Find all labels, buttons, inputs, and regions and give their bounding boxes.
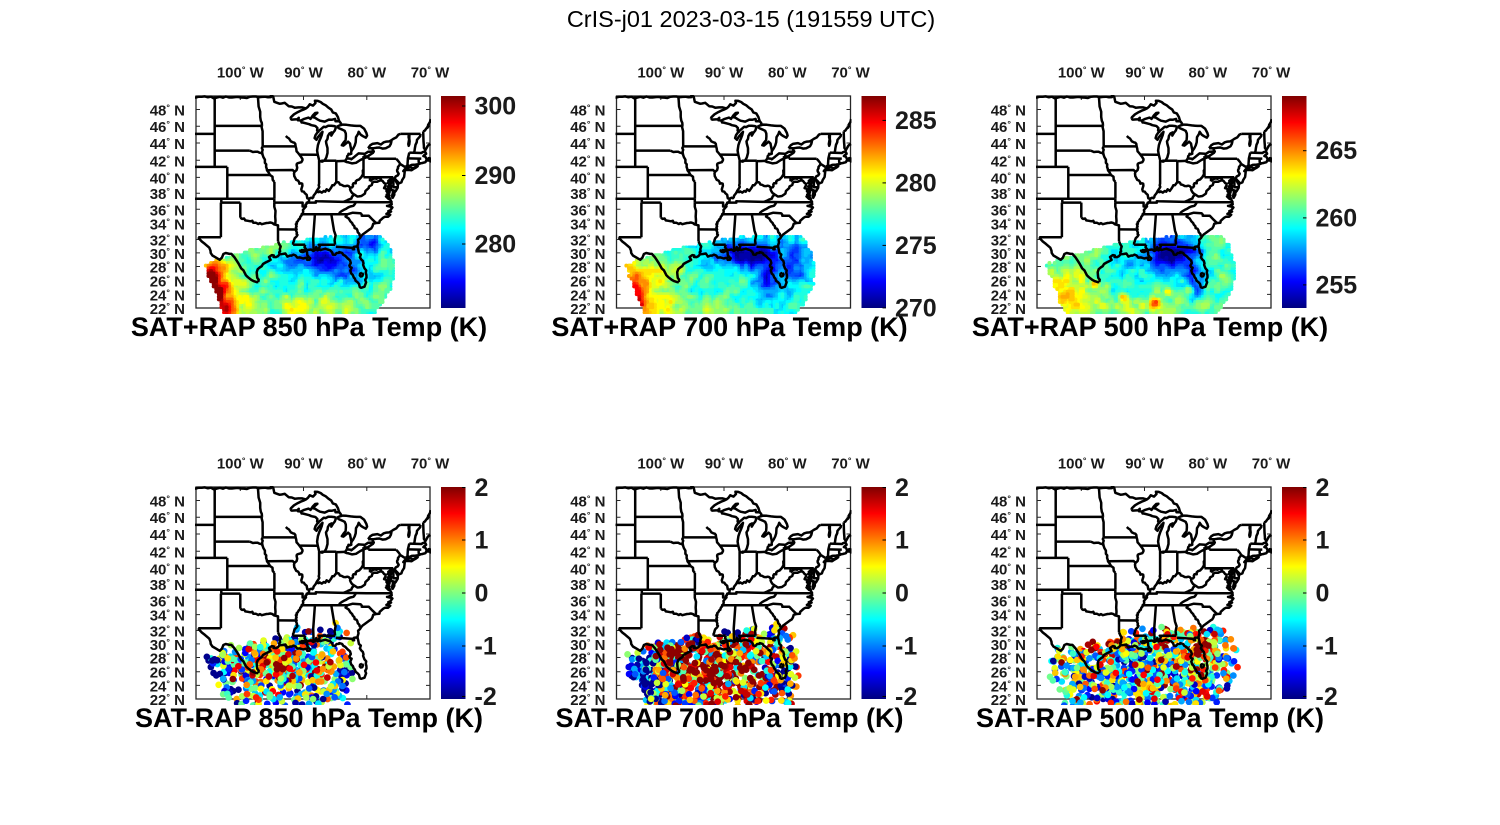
svg-text:270: 270	[895, 294, 937, 322]
svg-text:0: 0	[475, 580, 489, 608]
svg-text:0: 0	[895, 580, 909, 608]
svg-text:255: 255	[1316, 271, 1358, 299]
svg-text:265: 265	[1316, 137, 1358, 165]
svg-text:0: 0	[1316, 580, 1330, 608]
svg-text:SAT+RAP 700 hPa Temp (K): SAT+RAP 700 hPa Temp (K)	[551, 312, 907, 342]
svg-text:-2: -2	[895, 683, 917, 711]
svg-text:275: 275	[895, 232, 937, 260]
svg-text:CrIS-j01 2023-03-15 (191559 UT: CrIS-j01 2023-03-15 (191559 UTC)	[567, 6, 935, 32]
svg-text:-1: -1	[1316, 633, 1338, 661]
svg-text:280: 280	[895, 169, 937, 197]
svg-text:SAT+RAP 500 hPa Temp (K): SAT+RAP 500 hPa Temp (K)	[972, 312, 1328, 342]
svg-text:290: 290	[475, 162, 517, 190]
svg-text:2: 2	[1316, 474, 1330, 502]
svg-text:1: 1	[1316, 527, 1330, 555]
svg-text:SAT+RAP 850 hPa Temp (K): SAT+RAP 850 hPa Temp (K)	[131, 312, 487, 342]
svg-text:1: 1	[895, 527, 909, 555]
svg-text:280: 280	[475, 231, 517, 259]
svg-text:-2: -2	[1316, 683, 1338, 711]
svg-text:-1: -1	[895, 633, 917, 661]
svg-text:300: 300	[475, 93, 517, 121]
svg-text:2: 2	[895, 474, 909, 502]
svg-text:260: 260	[1316, 204, 1358, 232]
svg-text:-2: -2	[475, 683, 497, 711]
svg-text:1: 1	[475, 527, 489, 555]
svg-text:SAT-RAP 700 hPa Temp (K): SAT-RAP 700 hPa Temp (K)	[555, 703, 903, 733]
svg-text:2: 2	[475, 474, 489, 502]
svg-text:SAT-RAP 500 hPa Temp (K): SAT-RAP 500 hPa Temp (K)	[976, 703, 1324, 733]
svg-text:285: 285	[895, 107, 937, 135]
svg-text:-1: -1	[475, 633, 497, 661]
svg-text:SAT-RAP 850 hPa Temp (K): SAT-RAP 850 hPa Temp (K)	[135, 703, 483, 733]
